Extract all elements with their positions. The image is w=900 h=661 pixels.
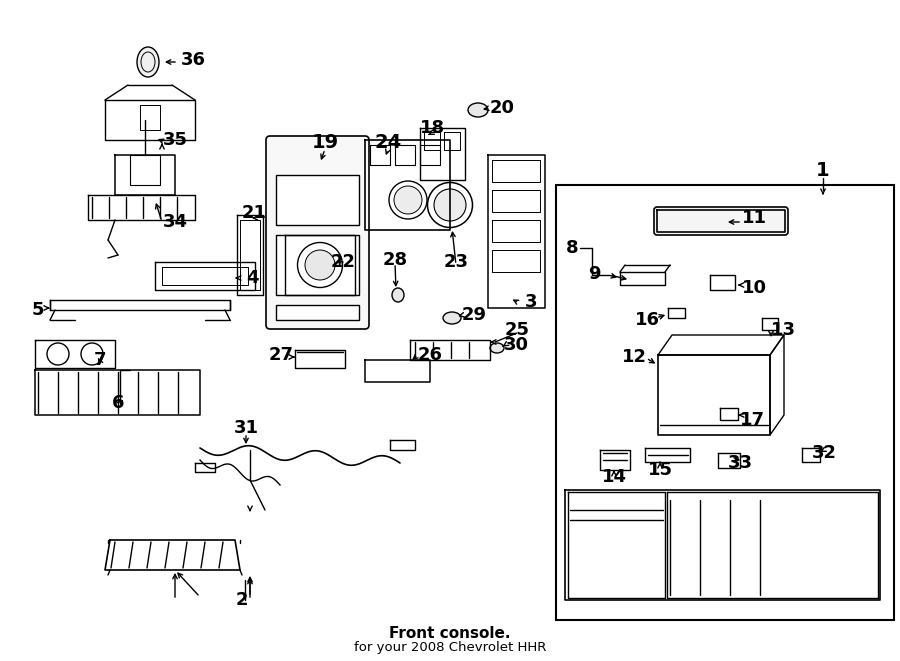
Text: 25: 25 [505, 321, 529, 339]
Text: 10: 10 [742, 279, 767, 297]
Text: 14: 14 [601, 468, 626, 486]
Bar [556, 185, 894, 620]
FancyBboxPatch shape [654, 207, 788, 235]
Text: 34: 34 [163, 213, 187, 231]
Text: 21: 21 [241, 204, 266, 222]
Ellipse shape [434, 189, 466, 221]
Ellipse shape [47, 343, 69, 365]
Text: 28: 28 [382, 251, 408, 269]
Text: 17: 17 [740, 411, 764, 429]
Text: 9: 9 [588, 265, 600, 283]
Text: 27: 27 [268, 346, 293, 364]
Text: 13: 13 [770, 321, 796, 339]
Text: 6: 6 [112, 394, 124, 412]
Text: 2: 2 [236, 591, 248, 609]
Text: 35: 35 [163, 131, 187, 149]
Ellipse shape [468, 103, 488, 117]
Text: 5: 5 [32, 301, 44, 319]
Text: 7: 7 [94, 351, 106, 369]
Text: 16: 16 [634, 311, 660, 329]
FancyBboxPatch shape [266, 136, 369, 329]
Bar [276, 305, 359, 320]
Text: 3: 3 [525, 293, 537, 311]
Text: 4: 4 [246, 269, 258, 287]
Text: 29: 29 [462, 306, 487, 324]
Text: 32: 32 [812, 444, 836, 462]
Bar [276, 235, 359, 295]
Ellipse shape [141, 52, 155, 72]
Text: 20: 20 [490, 99, 515, 117]
Text: for your 2008 Chevrolet HHR: for your 2008 Chevrolet HHR [354, 641, 546, 654]
Ellipse shape [81, 343, 103, 365]
Text: 23: 23 [444, 253, 469, 271]
Text: 1: 1 [816, 161, 830, 180]
Text: 22: 22 [330, 253, 356, 271]
Ellipse shape [394, 186, 422, 214]
Text: 30: 30 [503, 336, 528, 354]
Text: 36: 36 [181, 51, 205, 69]
Text: 8: 8 [566, 239, 579, 257]
Text: Front console.: Front console. [389, 627, 511, 641]
Ellipse shape [389, 181, 427, 219]
Ellipse shape [490, 343, 504, 353]
Text: 11: 11 [742, 209, 767, 227]
Ellipse shape [137, 47, 159, 77]
Text: 12: 12 [622, 348, 646, 366]
Bar [276, 175, 359, 225]
Text: 24: 24 [374, 132, 401, 151]
Text: 26: 26 [418, 346, 443, 364]
Text: 19: 19 [311, 132, 338, 151]
Text: 33: 33 [727, 454, 752, 472]
Ellipse shape [298, 243, 343, 288]
Ellipse shape [305, 250, 335, 280]
Text: 15: 15 [647, 461, 672, 479]
Ellipse shape [443, 312, 461, 324]
Text: 18: 18 [419, 119, 445, 137]
Text: 31: 31 [233, 419, 258, 437]
Ellipse shape [428, 182, 473, 227]
Ellipse shape [392, 288, 404, 302]
